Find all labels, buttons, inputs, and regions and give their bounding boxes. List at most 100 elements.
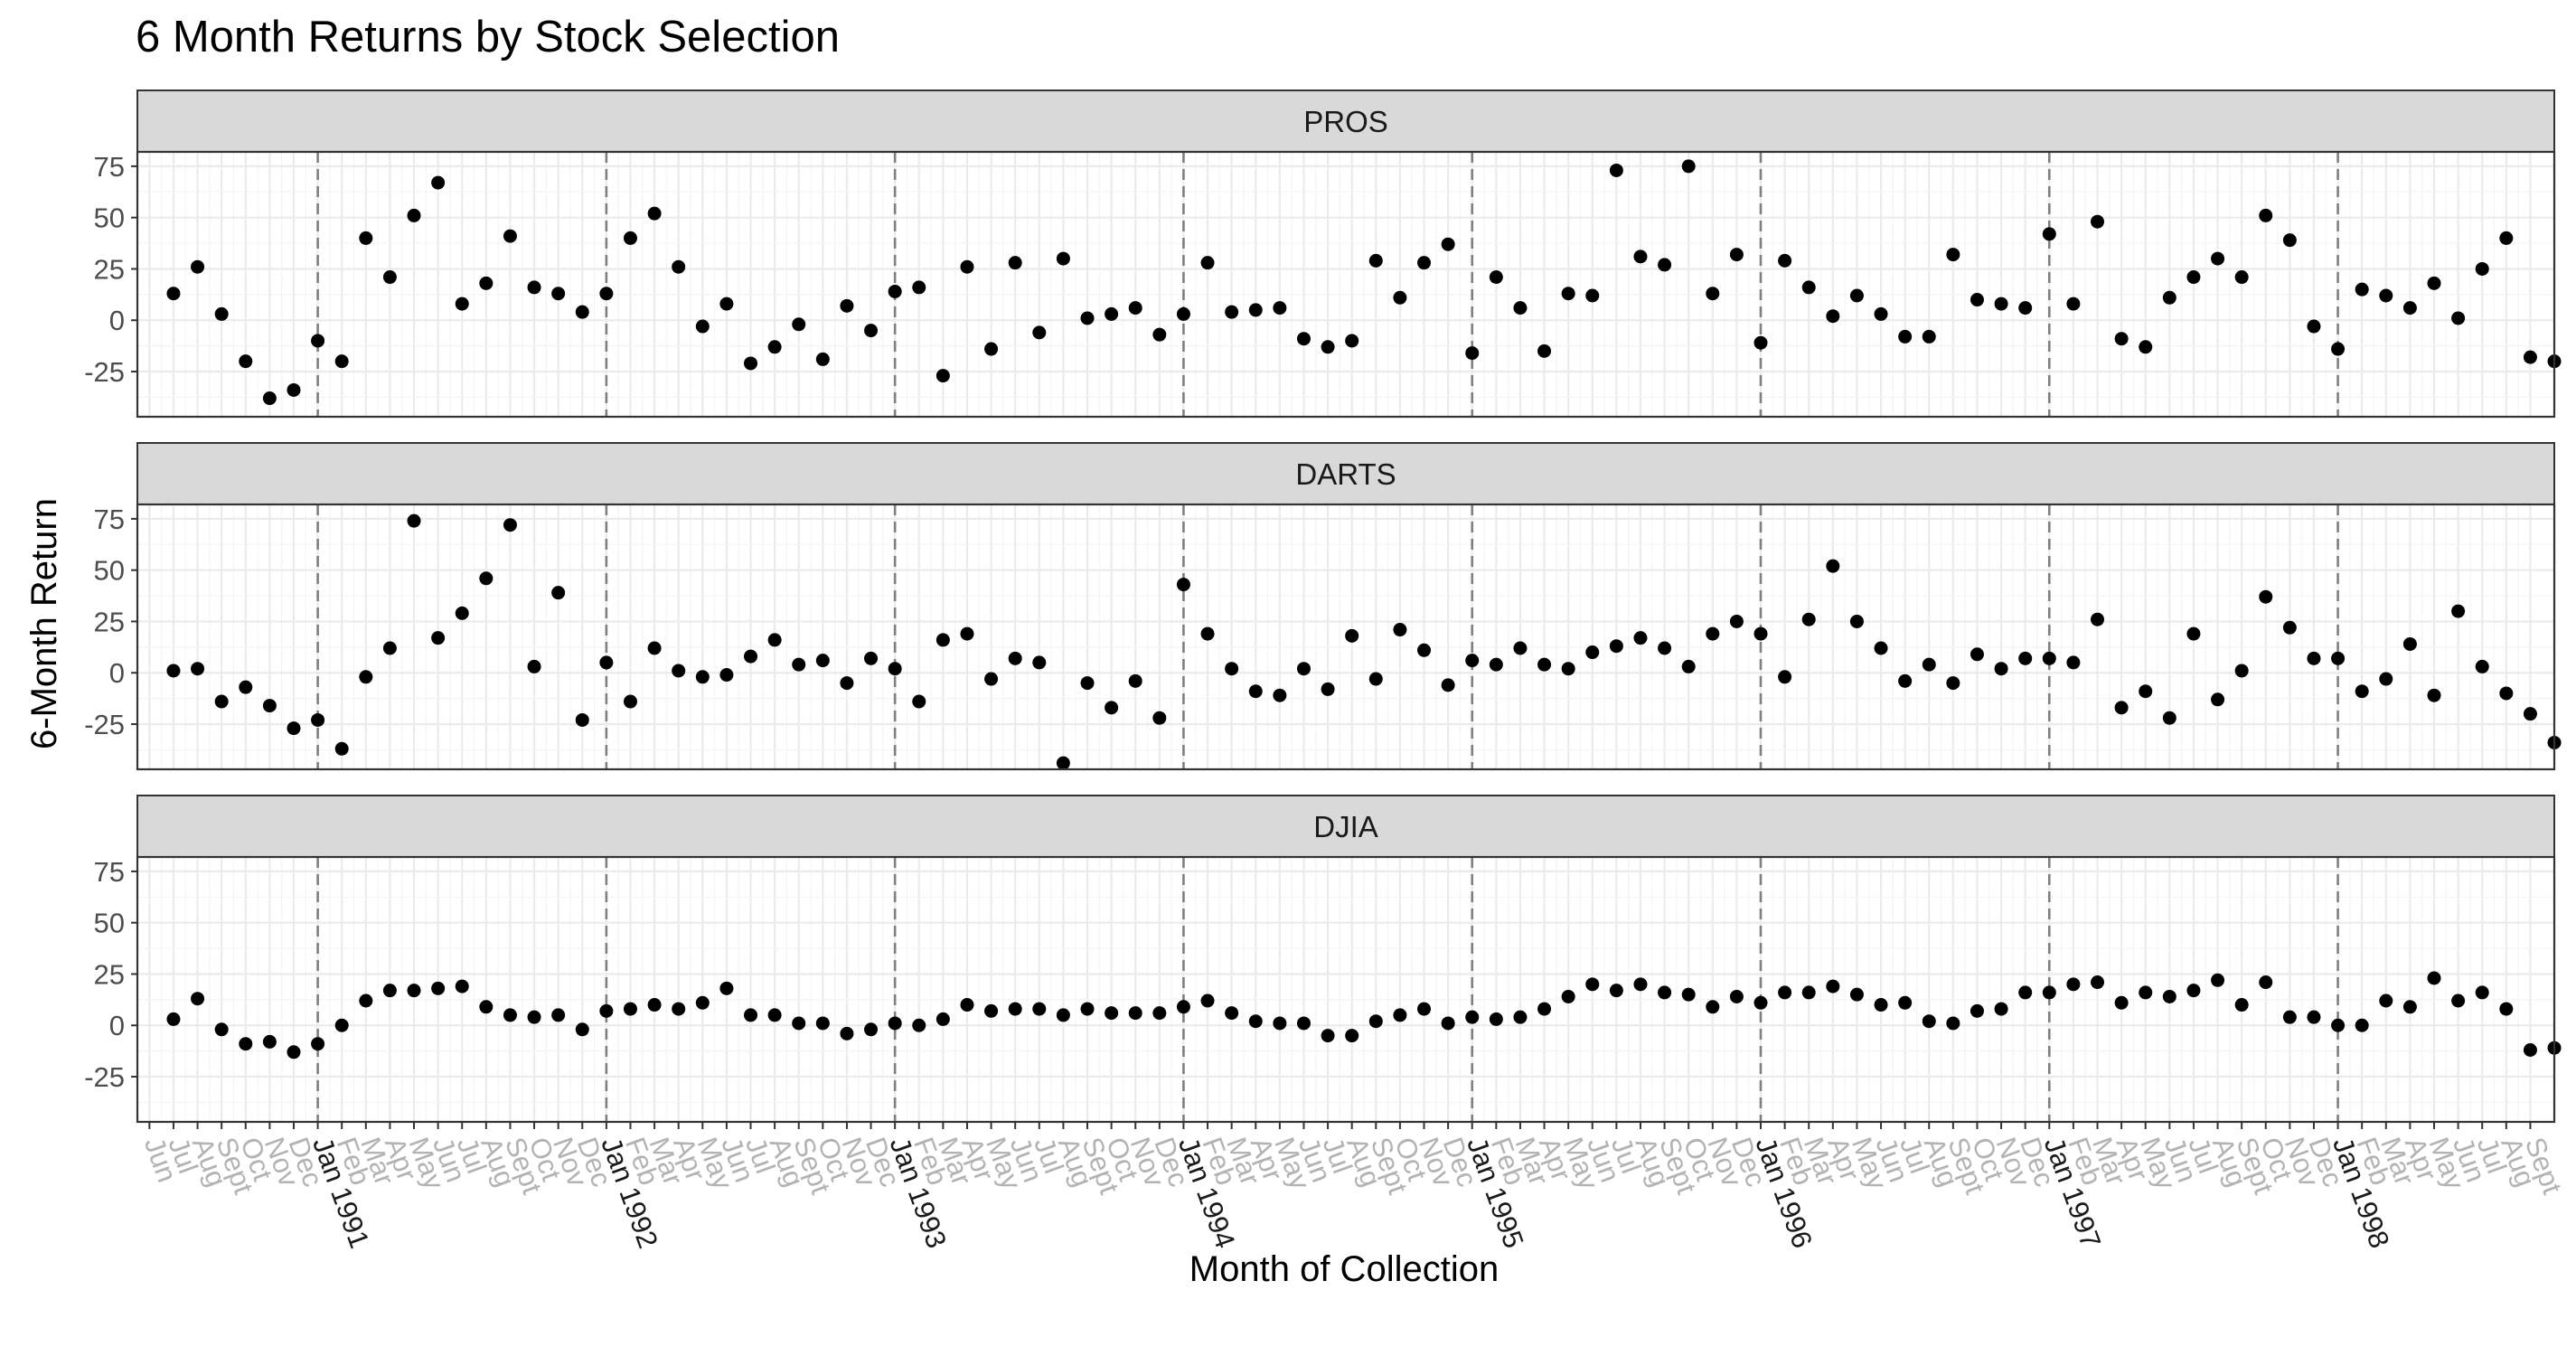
data-point-djia — [407, 984, 421, 998]
data-point-darts — [912, 694, 926, 709]
data-point-pros — [2042, 227, 2056, 241]
data-point-pros — [888, 284, 902, 298]
facet-panel-pros: PROS -25 0 25 50 75 — [84, 89, 2562, 419]
data-point-darts — [2091, 612, 2105, 626]
data-point-darts — [1729, 614, 1744, 628]
y-tick-label: 75 — [94, 856, 125, 888]
data-point-djia — [815, 1016, 830, 1031]
data-point-darts — [2114, 701, 2129, 715]
data-point-djia — [191, 992, 205, 1006]
data-point-darts — [960, 626, 974, 641]
data-point-djia — [2018, 985, 2033, 1000]
data-point-darts — [1152, 711, 1167, 725]
data-point-djia — [2162, 989, 2176, 1003]
data-point-djia — [2451, 993, 2466, 1008]
data-point-djia — [623, 1002, 637, 1016]
panel-border — [136, 150, 2556, 419]
data-point-darts — [1032, 655, 1047, 670]
x-axis-title: Month of Collection — [1189, 1249, 1499, 1289]
data-point-djia — [744, 1008, 758, 1022]
data-point-djia — [1874, 998, 1888, 1012]
data-point-darts — [479, 571, 494, 586]
data-point-darts — [719, 668, 734, 683]
data-point-djia — [1753, 995, 1768, 1010]
data-point-pros — [2211, 251, 2225, 266]
data-point-djia — [719, 981, 734, 995]
data-point-pros — [239, 354, 253, 369]
data-point-djia — [2475, 985, 2489, 1000]
data-point-darts — [2427, 688, 2441, 702]
data-point-darts — [2451, 604, 2466, 618]
data-point-darts — [2475, 659, 2489, 673]
y-tick-label: 50 — [94, 908, 125, 939]
data-point-djia — [1417, 1002, 1432, 1016]
data-point-pros — [1898, 329, 1913, 344]
data-point-djia — [1561, 989, 1575, 1003]
data-point-darts — [1225, 662, 1239, 676]
data-point-pros — [1561, 287, 1575, 301]
data-point-darts — [1321, 682, 1335, 696]
data-point-pros — [1105, 306, 1119, 321]
facet-strip — [136, 795, 2555, 858]
data-point-pros — [1681, 159, 1696, 174]
data-point-pros — [2018, 301, 2033, 315]
data-point-djia — [2499, 1002, 2514, 1016]
data-point-darts — [2042, 651, 2056, 665]
data-point-darts — [287, 721, 301, 736]
data-point-pros — [1658, 258, 1672, 272]
data-point-pros — [2234, 270, 2249, 285]
data-point-djia — [1633, 977, 1648, 992]
y-tick-label: -25 — [84, 356, 125, 388]
data-point-djia — [1537, 1002, 1552, 1016]
y-tick-label: 25 — [94, 253, 125, 285]
data-point-djia — [1176, 1000, 1190, 1014]
data-point-djia — [1513, 1010, 1528, 1024]
data-point-pros — [2523, 350, 2537, 364]
data-point-djia — [2331, 1018, 2346, 1032]
data-point-djia — [214, 1022, 229, 1037]
data-point-djia — [888, 1016, 902, 1031]
data-point-djia — [1994, 1002, 2008, 1016]
data-point-darts — [2307, 651, 2321, 665]
data-point-pros — [2066, 297, 2081, 311]
y-tick-label: 0 — [109, 305, 125, 336]
data-point-pros — [1729, 248, 1744, 262]
data-point-djia — [792, 1016, 806, 1031]
data-point-pros — [479, 276, 494, 290]
data-point-pros — [960, 259, 974, 274]
data-point-darts — [2234, 664, 2249, 678]
data-point-djia — [2282, 1010, 2297, 1024]
data-point-pros — [407, 208, 421, 222]
data-point-pros — [382, 270, 397, 285]
data-point-darts — [1080, 676, 1095, 691]
y-tick-label: 25 — [94, 958, 125, 990]
y-tick-label: 0 — [109, 657, 125, 689]
data-point-pros — [1248, 303, 1263, 317]
data-point-darts — [1849, 614, 1864, 628]
data-point-darts — [455, 606, 469, 620]
data-point-pros — [815, 352, 830, 366]
data-point-djia — [1898, 995, 1913, 1010]
data-point-djia — [1706, 1000, 1720, 1014]
data-point-pros — [311, 334, 325, 348]
data-point-djia — [1585, 977, 1600, 992]
data-point-djia — [1152, 1006, 1167, 1021]
data-point-darts — [1778, 670, 1792, 684]
y-tick-label: 50 — [94, 555, 125, 587]
data-point-djia — [2114, 995, 2129, 1010]
data-point-pros — [623, 231, 637, 245]
data-point-pros — [1585, 288, 1600, 303]
data-point-pros — [647, 206, 662, 221]
data-point-djia — [1273, 1016, 1287, 1031]
data-point-darts — [1681, 659, 1696, 673]
data-point-pros — [1609, 163, 1623, 177]
data-point-pros — [1176, 306, 1190, 321]
data-point-djia — [2211, 973, 2225, 987]
data-point-darts — [503, 518, 517, 532]
data-point-pros — [1706, 287, 1720, 301]
data-point-djia — [551, 1008, 566, 1022]
data-point-pros — [1296, 332, 1311, 346]
data-point-pros — [2114, 332, 2129, 346]
data-point-darts — [1537, 657, 1552, 672]
data-point-djia — [1321, 1029, 1335, 1043]
